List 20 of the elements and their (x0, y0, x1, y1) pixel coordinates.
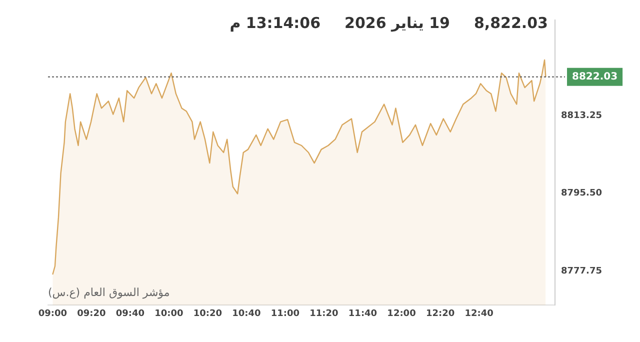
annotation: 13:14:06 م (230, 14, 321, 32)
y-tick-label: 8777.75 (561, 266, 602, 277)
x-tick-label: 12:20 (426, 308, 455, 319)
x-tick-label: 12:40 (464, 308, 494, 319)
annotation: 19 يناير 2026 (344, 14, 450, 32)
ref-line-label: 8822.03 (572, 72, 618, 82)
x-tick-label: 12:00 (387, 308, 416, 319)
x-tick-label: 10:00 (154, 308, 184, 319)
x-tick-label: 11:00 (270, 308, 300, 319)
chart-title: 8,822.03 (474, 14, 548, 32)
x-tick-label: 11:20 (310, 308, 338, 319)
x-tick-label: 10:20 (193, 308, 222, 319)
x-tick-label: 09:20 (77, 308, 106, 319)
x-tick-label: 11:40 (348, 308, 378, 319)
x-tick-label: 09:00 (38, 308, 67, 319)
x-tick-label: 09:40 (116, 308, 145, 319)
y-tick-label: 8795.50 (561, 188, 602, 199)
y-tick-label: 8813.25 (561, 110, 602, 121)
x-tick-label: 10:40 (232, 308, 261, 319)
annotation: مؤشر السوق العام (ع.س) (48, 286, 170, 299)
